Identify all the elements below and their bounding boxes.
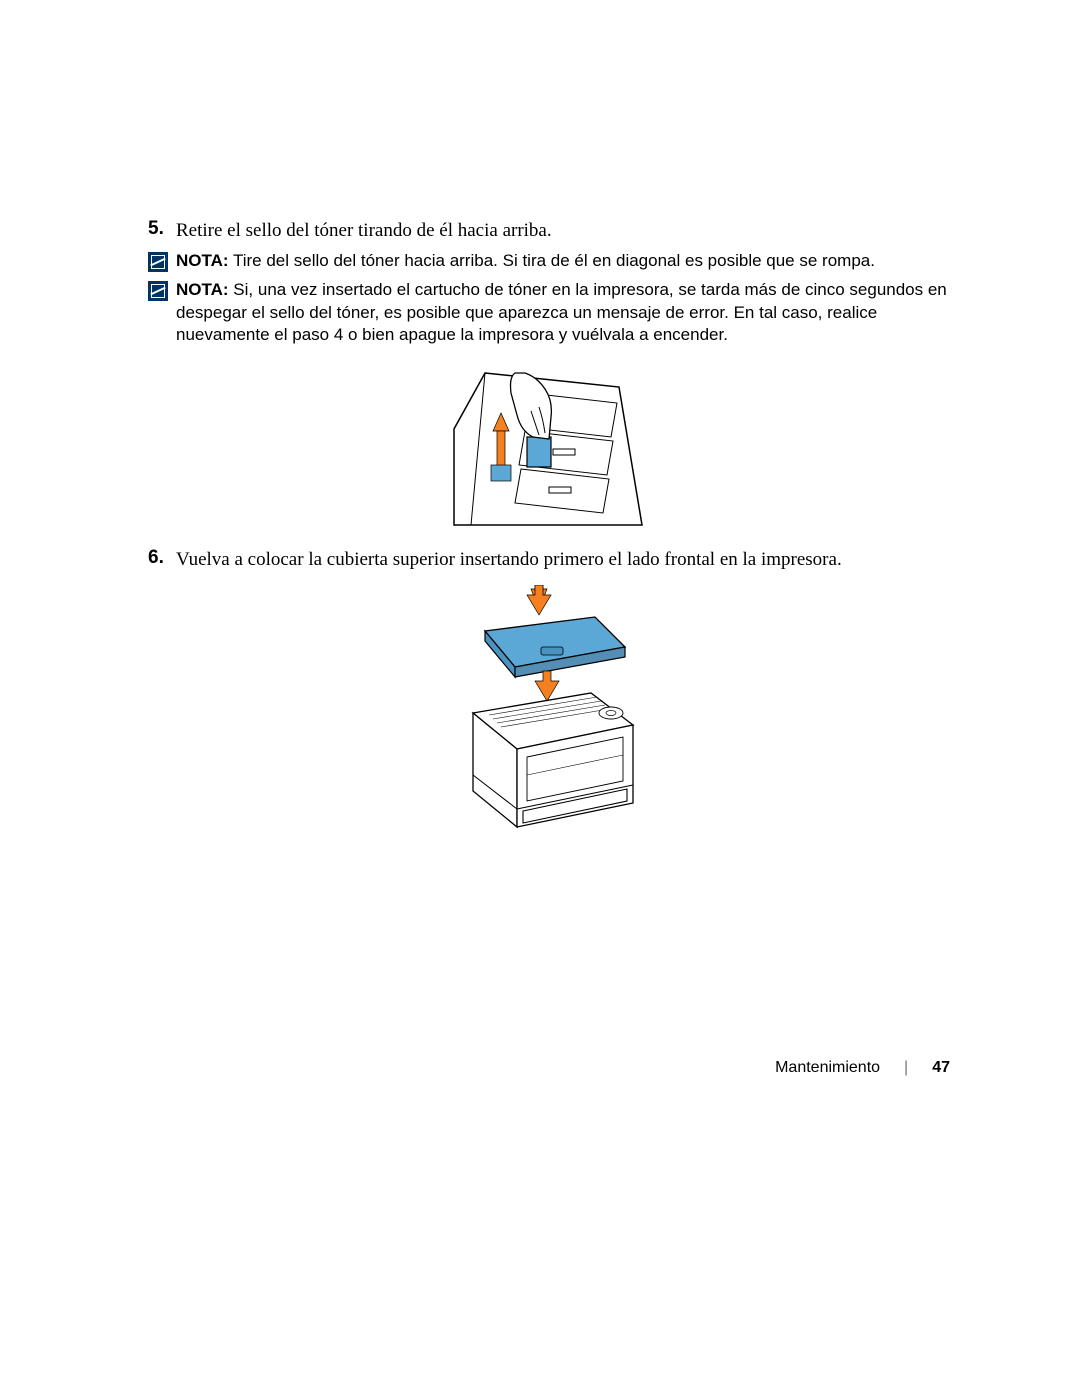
step-5-text: Retire el sello del tóner tirando de él … [176, 218, 948, 244]
note-icon [148, 252, 168, 272]
note-icon [148, 281, 168, 301]
step-6-number: 6. [148, 547, 176, 573]
note-1-label: NOTA: [176, 251, 229, 270]
step-5: 5. Retire el sello del tóner tirando de … [148, 218, 948, 244]
note-1: NOTA: Tire del sello del tóner hacia arr… [148, 250, 948, 273]
arrow-down-icon [535, 671, 559, 701]
note-1-body: Tire del sello del tóner hacia arriba. S… [233, 251, 875, 270]
page-content: 5. Retire el sello del tóner tirando de … [148, 218, 948, 852]
note-2: NOTA: Si, una vez insertado el cartucho … [148, 279, 948, 348]
footer-page-number: 47 [932, 1059, 950, 1077]
note-2-text: NOTA: Si, una vez insertado el cartucho … [176, 279, 948, 348]
step-5-number: 5. [148, 218, 176, 244]
figure-1-svg [453, 359, 643, 533]
footer-section: Mantenimiento [775, 1059, 880, 1077]
figure-2-svg [423, 585, 673, 838]
figure-1-toner-seal [148, 359, 948, 533]
step-6-text: Vuelva a colocar la cubierta superior in… [176, 547, 948, 573]
note-2-body: Si, una vez insertado el cartucho de tón… [176, 280, 947, 345]
step-6: 6. Vuelva a colocar la cubierta superior… [148, 547, 948, 573]
note-2-label: NOTA: [176, 280, 229, 299]
footer-separator: | [904, 1059, 908, 1077]
note-1-text: NOTA: Tire del sello del tóner hacia arr… [176, 250, 948, 273]
figure-2-replace-cover [148, 585, 948, 838]
page-footer: Mantenimiento | 47 [775, 1059, 950, 1077]
